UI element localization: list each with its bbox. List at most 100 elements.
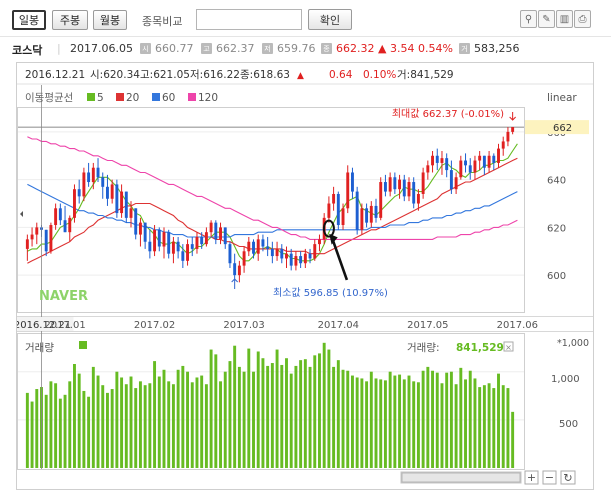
candle-body[interactable] xyxy=(30,234,34,240)
volume-bar[interactable] xyxy=(176,369,180,468)
volume-bar[interactable] xyxy=(153,361,157,468)
candle-body[interactable] xyxy=(228,244,232,264)
candle-body[interactable] xyxy=(294,256,298,266)
volume-bar[interactable] xyxy=(219,381,222,468)
volume-bar[interactable] xyxy=(54,383,58,468)
volume-bar[interactable] xyxy=(157,376,161,468)
volume-bar[interactable] xyxy=(167,381,171,468)
candle-body[interactable] xyxy=(313,244,317,259)
scroll-thumb[interactable] xyxy=(401,472,521,483)
candle-body[interactable] xyxy=(176,241,180,252)
candle-body[interactable] xyxy=(412,182,416,204)
volume-bar[interactable] xyxy=(233,345,237,468)
candle-body[interactable] xyxy=(398,179,402,190)
candle-body[interactable] xyxy=(25,239,29,249)
candle-body[interactable] xyxy=(101,177,105,187)
volume-bar[interactable] xyxy=(350,375,354,468)
volume-bar[interactable] xyxy=(247,348,251,468)
volume-bar[interactable] xyxy=(332,366,336,468)
candle-body[interactable] xyxy=(237,265,241,276)
volume-bar[interactable] xyxy=(426,366,430,468)
volume-bar[interactable] xyxy=(237,366,241,468)
candle-body[interactable] xyxy=(365,208,369,223)
candle-body[interactable] xyxy=(77,189,81,197)
candle-body[interactable] xyxy=(299,256,303,264)
candle-body[interactable] xyxy=(171,241,175,254)
candle-body[interactable] xyxy=(407,182,411,197)
candle-body[interactable] xyxy=(214,222,218,240)
candle-body[interactable] xyxy=(35,227,39,235)
candle-body[interactable] xyxy=(82,172,86,197)
candle-body[interactable] xyxy=(181,251,185,261)
candle-body[interactable] xyxy=(195,236,199,249)
volume-bar[interactable] xyxy=(454,384,458,468)
volume-bar[interactable] xyxy=(200,375,204,468)
volume-bar[interactable] xyxy=(355,377,359,468)
print-icon[interactable]: ⎙ xyxy=(574,10,591,28)
volume-bar[interactable] xyxy=(138,381,142,468)
volume-bar[interactable] xyxy=(435,372,439,468)
candle-body[interactable] xyxy=(134,208,138,235)
volume-bar[interactable] xyxy=(214,354,218,468)
volume-bar[interactable] xyxy=(77,373,81,468)
chart-type-icon[interactable]: ▥ xyxy=(556,10,573,28)
candle-body[interactable] xyxy=(431,155,435,166)
volume-bar[interactable] xyxy=(49,381,53,468)
candle-body[interactable] xyxy=(252,241,255,254)
candle-body[interactable] xyxy=(129,208,133,218)
candle-body[interactable] xyxy=(473,160,477,173)
compare-input[interactable] xyxy=(196,9,302,30)
volume-bar[interactable] xyxy=(497,373,500,468)
candle-body[interactable] xyxy=(275,248,279,257)
candle-body[interactable] xyxy=(388,177,392,192)
volume-bar[interactable] xyxy=(171,384,175,468)
volume-bar[interactable] xyxy=(412,381,416,468)
candle-body[interactable] xyxy=(105,186,109,199)
candle-body[interactable] xyxy=(219,227,222,240)
candle-body[interactable] xyxy=(186,244,190,261)
candle-body[interactable] xyxy=(280,248,284,259)
candle-body[interactable] xyxy=(478,155,482,161)
volume-bar[interactable] xyxy=(124,384,128,468)
volume-bar[interactable] xyxy=(482,385,486,468)
candle-body[interactable] xyxy=(445,158,449,171)
candle-body[interactable] xyxy=(492,155,496,163)
candle-body[interactable] xyxy=(58,208,62,221)
candle-body[interactable] xyxy=(54,208,58,226)
volume-bar[interactable] xyxy=(195,377,199,468)
candle-body[interactable] xyxy=(204,232,208,245)
volume-bar[interactable] xyxy=(374,378,378,468)
volume-bar[interactable] xyxy=(148,383,152,468)
volume-bar[interactable] xyxy=(252,371,255,468)
volume-bar[interactable] xyxy=(459,367,463,468)
candle-body[interactable] xyxy=(383,182,387,192)
candle-body[interactable] xyxy=(501,141,505,149)
candle-body[interactable] xyxy=(332,193,336,204)
candle-body[interactable] xyxy=(346,172,350,209)
volume-bar[interactable] xyxy=(318,353,321,468)
volume-bar[interactable] xyxy=(82,390,86,468)
candle-body[interactable] xyxy=(416,193,420,204)
candle-body[interactable] xyxy=(435,155,439,163)
volume-bar[interactable] xyxy=(91,366,95,468)
volume-bar[interactable] xyxy=(449,371,453,468)
candle-body[interactable] xyxy=(270,248,274,257)
scrollbar[interactable]: + − ↻ xyxy=(400,470,576,485)
volume-bar[interactable] xyxy=(440,383,444,468)
volume-bar[interactable] xyxy=(398,374,402,468)
volume-bar[interactable] xyxy=(101,385,105,468)
candle-body[interactable] xyxy=(110,184,114,199)
candle-body[interactable] xyxy=(285,253,288,259)
candle-body[interactable] xyxy=(87,172,91,183)
volume-bar[interactable] xyxy=(87,396,91,468)
confirm-button[interactable]: 확인 xyxy=(308,9,352,30)
volume-bar[interactable] xyxy=(478,387,482,468)
candle-body[interactable] xyxy=(73,189,76,218)
candle-body[interactable] xyxy=(138,222,142,235)
volume-bar[interactable] xyxy=(402,379,406,468)
weekly-button[interactable]: 주봉 xyxy=(52,10,88,30)
pan-left-icon[interactable] xyxy=(20,211,23,217)
volume-bar[interactable] xyxy=(445,372,449,468)
volume-bar[interactable] xyxy=(134,388,138,468)
volume-bar[interactable] xyxy=(421,370,425,468)
